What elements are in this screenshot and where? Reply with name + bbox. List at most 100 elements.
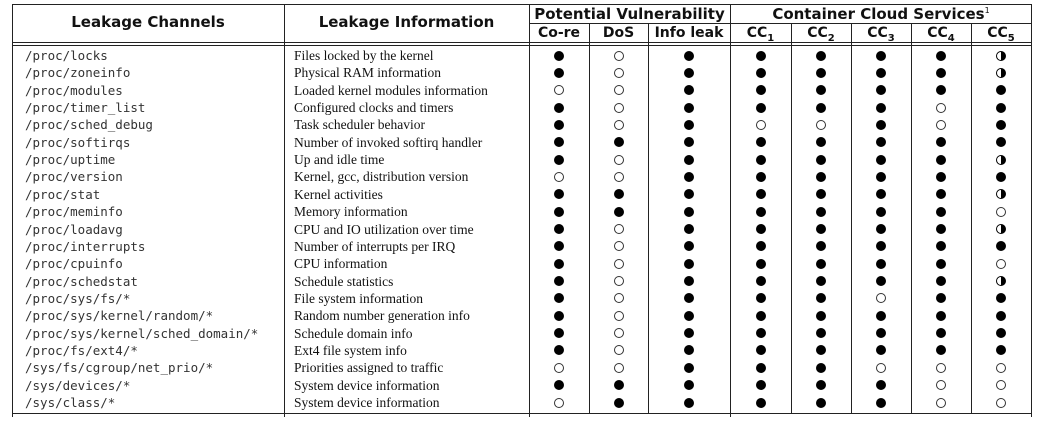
full-circle-icon [613, 206, 624, 217]
empty-circle-icon [613, 310, 624, 321]
empty-circle-icon [936, 102, 946, 113]
subcol-rule [589, 23, 590, 413]
leakage-information: Physical RAM information [294, 65, 441, 81]
col-rule-vulnerability [730, 4, 731, 417]
full-circle-icon [755, 50, 766, 61]
full-circle-icon [554, 50, 564, 61]
full-circle-icon [816, 137, 826, 148]
full-circle-icon [755, 137, 766, 148]
full-circle-icon [554, 276, 564, 287]
full-circle-icon [816, 206, 826, 217]
full-circle-icon [936, 206, 946, 217]
full-circle-icon [936, 345, 946, 356]
full-circle-icon [996, 328, 1006, 339]
col-rule-information [529, 4, 530, 417]
leakage-channel: /proc/stat [25, 186, 101, 202]
table-row: /proc/modules Loaded kernel modules infor… [12, 82, 1032, 99]
full-circle-icon [876, 171, 886, 182]
empty-circle-icon [936, 119, 946, 130]
table-row: /proc/timer_list Configured clocks and ti… [12, 99, 1032, 116]
empty-circle-icon [613, 85, 624, 96]
subcol-rule [791, 23, 792, 413]
full-circle-icon [936, 328, 946, 339]
full-circle-icon [554, 137, 564, 148]
table-row: /proc/zoneinfo Physical RAM information [12, 64, 1032, 81]
full-circle-icon [996, 119, 1006, 130]
full-circle-icon [816, 310, 826, 321]
full-circle-icon [684, 380, 694, 391]
full-circle-icon [684, 276, 694, 287]
half-circle-icon [996, 189, 1006, 200]
full-circle-icon [684, 67, 694, 78]
full-circle-icon [816, 362, 826, 373]
full-circle-icon [684, 85, 694, 96]
subheader-dos: DoS [602, 25, 635, 41]
leakage-information: Priorities assigned to traffic [294, 360, 444, 376]
empty-circle-icon [613, 119, 624, 130]
header-leakage-information: Leakage Information [318, 13, 495, 31]
full-circle-icon [755, 397, 766, 408]
table-row: /proc/meminfo Memory information [12, 203, 1032, 220]
full-circle-icon [755, 380, 766, 391]
full-circle-icon [936, 293, 946, 304]
full-circle-icon [876, 380, 886, 391]
full-circle-icon [876, 276, 886, 287]
table-row: /proc/sys/kernel/random/* Random number g… [12, 307, 1032, 324]
full-circle-icon [816, 224, 826, 234]
leakage-information: Number of invoked softirq handler [294, 134, 483, 150]
full-circle-icon [996, 345, 1006, 356]
leakage-channel: /proc/meminfo [25, 204, 123, 220]
full-circle-icon [755, 241, 766, 252]
full-circle-icon [936, 85, 946, 96]
table-bottom-rule [12, 413, 1032, 414]
leakage-information: CPU and IO utilization over time [294, 221, 474, 237]
table-row: /proc/sys/kernel/sched_domain/* Schedule … [12, 325, 1032, 342]
full-circle-icon [816, 258, 826, 269]
empty-circle-icon [613, 258, 624, 269]
leakage-channel: /proc/softirqs [25, 134, 131, 150]
full-circle-icon [936, 310, 946, 321]
leakage-information: Kernel, gcc, distribution version [294, 169, 469, 185]
full-circle-icon [684, 362, 694, 373]
full-circle-icon [613, 137, 624, 148]
full-circle-icon [684, 328, 694, 339]
table-row: /proc/locks Files locked by the kernel [12, 47, 1032, 64]
full-circle-icon [936, 224, 946, 234]
empty-circle-icon [613, 241, 624, 252]
leakage-information: Random number generation info [294, 308, 470, 324]
empty-circle-icon [554, 85, 564, 96]
full-circle-icon [816, 154, 826, 165]
empty-circle-icon [613, 171, 624, 182]
leakage-channel: /proc/sys/kernel/random/* [25, 308, 214, 324]
full-circle-icon [554, 206, 564, 217]
full-circle-icon [755, 293, 766, 304]
subcol-rule [648, 23, 649, 413]
full-circle-icon [755, 85, 766, 96]
full-circle-icon [554, 293, 564, 304]
full-circle-icon [816, 171, 826, 182]
full-circle-icon [684, 224, 694, 234]
leakage-channel: /proc/loadavg [25, 221, 123, 237]
full-circle-icon [755, 258, 766, 269]
full-circle-icon [613, 397, 624, 408]
header-leakage-channels: Leakage Channels [71, 13, 225, 31]
full-circle-icon [936, 67, 946, 78]
empty-circle-icon [996, 206, 1006, 217]
header-bottom-rule [12, 42, 1032, 43]
full-circle-icon [684, 137, 694, 148]
leakage-information: Schedule domain info [294, 325, 413, 341]
leakage-channel: /proc/sys/kernel/sched_domain/* [25, 325, 259, 341]
full-circle-icon [816, 85, 826, 96]
empty-circle-icon [876, 362, 886, 373]
full-circle-icon [755, 328, 766, 339]
full-circle-icon [684, 258, 694, 269]
full-circle-icon [876, 224, 886, 234]
subheader-cc4: CC4 [927, 25, 955, 44]
header-cloud-label: Container Cloud Services [772, 5, 985, 23]
empty-circle-icon [613, 345, 624, 356]
table-row: /sys/devices/* System device information [12, 377, 1032, 394]
table-row: /proc/interrupts Number of interrupts per… [12, 238, 1032, 255]
empty-circle-icon [554, 397, 564, 408]
full-circle-icon [684, 50, 694, 61]
full-circle-icon [876, 241, 886, 252]
